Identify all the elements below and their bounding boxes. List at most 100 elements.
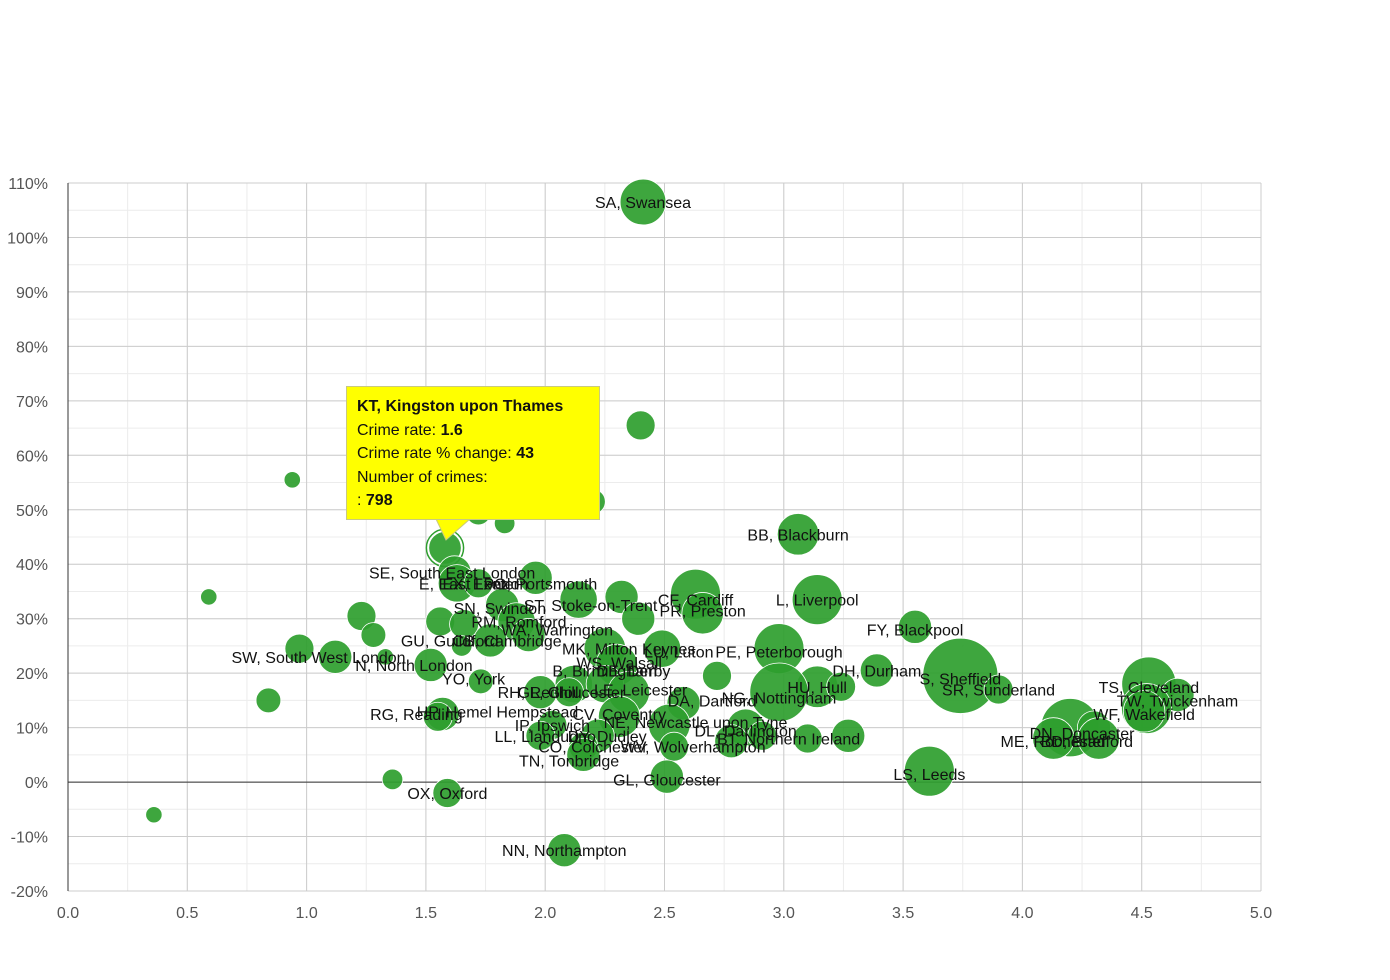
bubble (1122, 690, 1166, 733)
bubble-label: IP, Ipswich (515, 718, 590, 735)
bubble (283, 471, 301, 489)
x-tick-label: 4.0 (1011, 905, 1033, 922)
bubble (625, 410, 656, 441)
bubble-label: HP, Hemel Hempstead (417, 704, 579, 721)
bubble-label: TS, Cleveland (1099, 680, 1200, 697)
tooltip-rate-row: Crime rate: 1.6 (357, 419, 589, 443)
tooltip-count-value: 798 (365, 492, 393, 509)
bubble-label: GU, Guildford (401, 633, 499, 650)
bubble-label: WS, Walsall (576, 655, 662, 672)
y-tick-label: 30% (16, 612, 48, 629)
bubble-label: LU, Luton (644, 644, 713, 661)
bubble (463, 568, 494, 599)
y-tick-label: 0% (25, 775, 48, 792)
bubble-label: WV, Wolverhampton (621, 740, 766, 757)
bubble-label: NG, Nottingham (722, 691, 837, 708)
bubble-label: SR, Sunderland (942, 682, 1055, 699)
bubble-label: PE, Peterborough (715, 644, 842, 661)
bubble-label: TW, Twickenham (1117, 693, 1239, 710)
bubble-label: PO, Portsmouth (484, 576, 598, 593)
bubble (681, 592, 724, 635)
bubble-label: DY, Dudley (568, 729, 647, 746)
x-tick-label: 0.5 (176, 905, 198, 922)
bubble (318, 639, 353, 674)
tooltip-change-value: 43 (516, 445, 534, 462)
y-tick-label: -10% (11, 830, 48, 847)
tooltip-title: KT, Kingston upon Thames (357, 398, 564, 415)
bubble (649, 759, 684, 794)
bubble-label: N, North London (355, 658, 472, 675)
bubble (714, 724, 749, 759)
tooltip-count-prefix: : (357, 492, 366, 509)
bubble (518, 560, 553, 595)
bubble-label: S, Sheffield (920, 672, 1002, 689)
y-tick-label: 50% (16, 503, 48, 520)
bubble (826, 671, 856, 702)
bubble-label: CB, Cambridge (452, 633, 561, 650)
bubble (547, 833, 582, 868)
y-tick-label: 80% (16, 339, 48, 356)
bubble-label: ME, Rochester (1001, 734, 1107, 751)
bubble (1032, 717, 1075, 760)
bubble (422, 701, 453, 732)
bubble-label: YO, York (442, 672, 506, 689)
bubble (749, 662, 809, 722)
bubble-label: L, Liverpool (776, 593, 859, 610)
tooltip-rate-value: 1.6 (440, 421, 463, 439)
bubble (450, 635, 473, 657)
bubble-label: BB, Blackburn (747, 527, 848, 544)
bubble-label: LE, Leicester (594, 682, 688, 699)
bubble (511, 618, 546, 653)
bubble-label: EX, Exeter (443, 576, 520, 593)
bubble (898, 609, 933, 644)
bubble (747, 720, 778, 751)
x-tick-label: 4.5 (1131, 905, 1153, 922)
bubble-label: DN, Doncaster (1030, 726, 1136, 743)
bubble-label: LL, Llandudno (494, 729, 596, 746)
bubble-label: SN, Swindon (454, 601, 547, 618)
bubble-label: WA, Warrington (501, 623, 613, 640)
bubble-label: RH, Redhill (498, 685, 579, 702)
bubble (566, 737, 601, 772)
y-tick-label: 40% (16, 557, 48, 574)
bubble-label: RM, Romford (471, 614, 566, 631)
bubble-label: DA, Dartford (668, 693, 757, 710)
bubble (255, 687, 282, 714)
bubble (381, 768, 404, 791)
bubble (473, 623, 508, 658)
y-tick-label: 60% (16, 448, 48, 465)
y-tick-label: 110% (8, 176, 48, 193)
x-tick-label: 5.0 (1250, 905, 1272, 922)
bubble (791, 574, 843, 626)
bubble-label: FY, Blackpool (867, 623, 964, 640)
bubble-label: DH, Durham (832, 663, 921, 680)
bubble-label: RG, Reading (370, 707, 463, 724)
tooltip-change-label: Crime rate % change: (357, 445, 517, 462)
bubble-label: BD, Bradford (1041, 734, 1133, 751)
bubble-label: DE, Derby (597, 663, 671, 680)
bubble-label: TN, Tonbridge (519, 753, 619, 770)
bubble-label: GL, Gloucester (518, 685, 626, 702)
bubbles (145, 178, 1195, 868)
bubble-label: WF, Wakefield (1093, 707, 1195, 724)
bubble (376, 648, 394, 666)
x-tick-label: 2.0 (534, 905, 556, 922)
bubble (559, 580, 598, 619)
bubble-label: MK, Milton Keynes (562, 642, 695, 659)
bubble-label: CO, Colchester (538, 740, 648, 757)
bubble-label: SE, South East London (369, 565, 535, 582)
bubble (659, 731, 689, 762)
bubble-label: PR, Preston (660, 604, 746, 621)
bubble (776, 513, 820, 556)
bubble-label: BT, Northern Ireland (717, 732, 860, 749)
bubble-label: GL, Gloucester (613, 772, 721, 789)
bubble-label: E, East London (419, 576, 528, 593)
bubble-label: LS, Leeds (893, 767, 965, 784)
bubble-label: HU, Hull (787, 680, 847, 697)
bubble-label: SW, South West London (232, 650, 406, 667)
bubble (621, 601, 656, 636)
y-tick-label: 100% (7, 230, 48, 247)
x-tick-label: 3.0 (773, 905, 795, 922)
bubble-label: NN, Northampton (502, 843, 627, 860)
